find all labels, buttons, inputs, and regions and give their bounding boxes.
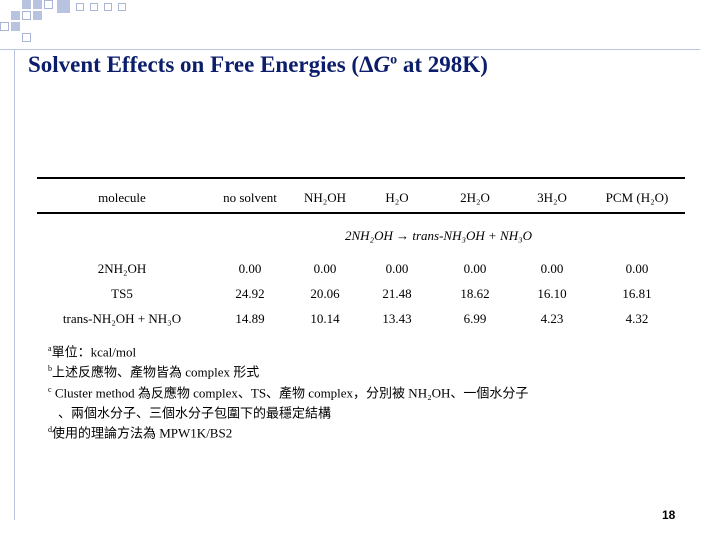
footnotes: a單位：kcal/mol b上述反應物、產物皆為 complex 形式 c Cl… xyxy=(48,340,528,442)
row-value: 0.00 xyxy=(385,261,409,276)
row-value: 0.00 xyxy=(238,261,262,276)
header-nh2oh: NH₂OH xyxy=(303,190,347,205)
row-value: 20.06 xyxy=(310,286,340,301)
row-value: 6.99 xyxy=(463,311,487,326)
footnote: d使用的理論方法為 MPW1K/BS2 xyxy=(48,425,233,441)
table-top-rule xyxy=(37,177,685,179)
side-divider xyxy=(14,50,15,520)
row-value: 13.43 xyxy=(382,311,412,326)
row-value: 0.00 xyxy=(463,261,487,276)
slide-title: Solvent Effects on Free Energies (ΔGo at… xyxy=(28,52,488,77)
row-value: 4.23 xyxy=(540,311,564,326)
footnote: c Cluster method 為反應物 complex、TS、產物 comp… xyxy=(48,384,529,400)
page-number: 18 xyxy=(662,508,676,522)
row-value: 10.14 xyxy=(310,311,340,326)
reaction-label: 2NH₂OH → trans-NH₃OH + NH₃O xyxy=(345,228,533,243)
row-molecule: 2NH₂OH xyxy=(97,261,147,276)
footnote: 、兩個水分子、三個水分子包圍下的最穩定結構 xyxy=(58,405,332,421)
header-3h2o: 3H₂O xyxy=(537,190,567,205)
header-h2o: H₂O xyxy=(385,190,409,205)
header-no-solvent: no solvent xyxy=(223,190,277,205)
header-divider xyxy=(0,49,700,50)
row-molecule: trans-NH₂OH + NH₃O xyxy=(62,311,182,326)
row-value: 14.89 xyxy=(235,311,265,326)
row-value: 16.81 xyxy=(622,286,652,301)
row-molecule: TS5 xyxy=(111,286,133,301)
row-value: 4.32 xyxy=(625,311,649,326)
row-value: 0.00 xyxy=(313,261,337,276)
row-value: 18.62 xyxy=(460,286,490,301)
header-molecule: molecule xyxy=(98,190,146,205)
header-pcm: PCM (H₂O) xyxy=(605,190,669,205)
row-value: 24.92 xyxy=(235,286,265,301)
row-value: 21.48 xyxy=(382,286,412,301)
corner-decoration xyxy=(0,0,200,50)
row-value: 16.10 xyxy=(537,286,567,301)
footnote: a單位：kcal/mol xyxy=(48,344,137,360)
table-header-rule xyxy=(37,212,685,214)
footnote: b上述反應物、產物皆為 complex 形式 xyxy=(48,364,260,380)
header-2h2o: 2H₂O xyxy=(460,190,490,205)
row-value: 0.00 xyxy=(625,261,649,276)
row-value: 0.00 xyxy=(540,261,564,276)
